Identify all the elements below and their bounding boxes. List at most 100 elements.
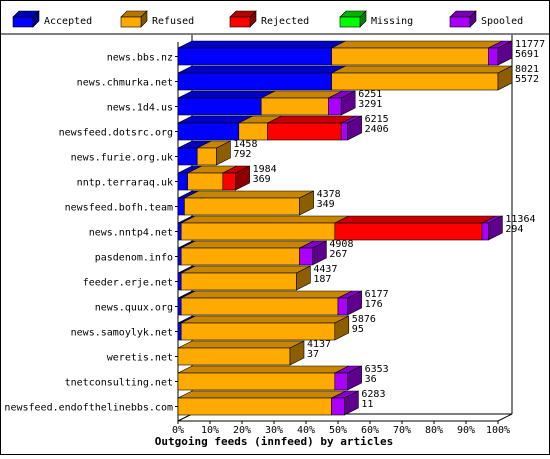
x-tick-label: 50% <box>329 425 347 436</box>
bar-side <box>347 115 362 141</box>
bar-segment-refused <box>177 397 332 416</box>
bar-segment-refused <box>196 147 217 166</box>
bar-top <box>177 65 346 74</box>
category-labels: news.bbs.nz news.chmurka.net news.1d4.us ne… <box>4 53 178 414</box>
value-label-total: 4908 <box>329 239 353 250</box>
value-label-total: 11364 <box>505 214 535 225</box>
bar-side <box>347 290 362 316</box>
bar-segment-spooled <box>488 47 499 66</box>
category-label: newsfeed.dotsrc.org <box>59 128 173 139</box>
value-label-total: 11777 <box>515 39 545 50</box>
x-tick-label: 90% <box>457 425 475 436</box>
bar-side <box>344 390 359 416</box>
x-tick-label: 40% <box>297 425 315 436</box>
bar-segment-accepted <box>177 172 188 191</box>
bar-segment-refused <box>180 222 336 241</box>
value-label-total: 6215 <box>365 114 389 125</box>
legend-label-refused: Refused <box>152 16 194 27</box>
category-label: newsfeed.bofh.team <box>65 203 173 214</box>
value-label-accepted: 11 <box>361 399 373 410</box>
legend-label-spooled: Spooled <box>481 16 523 27</box>
value-label-total: 1984 <box>253 164 277 175</box>
bars <box>177 40 513 416</box>
bar-segment-spooled <box>328 97 342 116</box>
bar-segment-spooled <box>299 247 313 266</box>
value-label-total: 6251 <box>358 89 382 100</box>
bar-side <box>497 65 513 91</box>
value-label-total: 8021 <box>515 64 539 75</box>
legend-label-accepted: Accepted <box>44 16 92 27</box>
bar-segment-accepted <box>177 72 332 91</box>
bar-top <box>181 265 311 274</box>
legend-label-rejected: Rejected <box>261 16 309 27</box>
bar-segment-refused <box>187 172 224 191</box>
bar-top <box>181 290 353 299</box>
bar-side <box>497 40 513 66</box>
bar-side <box>347 365 362 391</box>
bar-segment-refused <box>180 272 297 291</box>
bar-side <box>289 340 305 366</box>
floor-right-edge <box>497 413 513 422</box>
category-label: nntp.terraraq.uk <box>77 178 173 189</box>
bar-segment-accepted <box>177 147 198 166</box>
x-tick-label: 60% <box>361 425 379 436</box>
value-label-total: 6283 <box>361 389 385 400</box>
value-label-accepted: 349 <box>317 199 335 210</box>
bar-top <box>181 215 349 224</box>
category-label: news.bbs.nz <box>107 53 173 64</box>
value-label-accepted: 2406 <box>365 124 389 135</box>
bar-top <box>267 115 356 124</box>
bar-segment-refused <box>177 347 291 366</box>
bar-segment-accepted <box>177 322 182 341</box>
bar-segment-accepted <box>177 197 185 216</box>
bar-top <box>331 40 503 49</box>
value-label-accepted: 792 <box>233 149 251 160</box>
x-axis-title: Outgoing feeds (innfeed) by articles <box>155 435 393 448</box>
x-tick-labels: 0% 10% 20% 30% 40% 50% 60% 70% 80% 90% 100% <box>172 421 510 436</box>
bar-segment-spooled <box>337 297 348 316</box>
value-label-accepted: 5572 <box>515 74 539 85</box>
category-label: news.furie.org.uk <box>71 153 173 164</box>
bar-segment-refused <box>180 247 300 266</box>
bar-segment-rejected <box>267 122 342 141</box>
bar-top <box>181 315 349 324</box>
x-tick-label: 0% <box>172 425 184 436</box>
value-label-total: 5876 <box>352 314 376 325</box>
bar-segment-refused <box>177 372 336 391</box>
bar-segment-rejected <box>334 222 483 241</box>
bar-side <box>235 165 250 191</box>
value-label-total: 4437 <box>313 264 337 275</box>
category-label: news.samoylyk.net <box>71 328 173 339</box>
x-tick-label: 70% <box>393 425 411 436</box>
x-tick-label: 20% <box>233 425 251 436</box>
legend-swatch-spooled <box>449 16 471 28</box>
legend: Accepted Refused Rejected Missing Spooled <box>1 10 549 35</box>
category-label: feeder.erje.net <box>83 278 173 289</box>
bar-segment-refused <box>260 97 329 116</box>
bar-segment-accepted <box>177 272 182 291</box>
bar-top <box>177 40 346 49</box>
bar-side <box>296 265 311 291</box>
bar-segment-refused <box>331 47 489 66</box>
x-tick-label: 10% <box>201 425 219 436</box>
category-label: weretis.net <box>107 353 173 364</box>
bar-top <box>334 215 497 224</box>
category-label: news.quux.org <box>95 303 173 314</box>
value-label-accepted: 267 <box>329 249 347 260</box>
bar-side <box>340 90 356 116</box>
value-label-total: 6353 <box>365 364 389 375</box>
legend-swatch-accepted <box>12 16 34 28</box>
bar-top <box>177 365 349 374</box>
legend-label-missing: Missing <box>371 16 413 27</box>
bar-segment-accepted <box>177 297 182 316</box>
legend-swatch-rejected <box>229 16 251 28</box>
category-label: news.nntp4.net <box>89 228 173 239</box>
legend-swatch-refused <box>120 16 142 28</box>
value-label-accepted: 187 <box>313 274 331 285</box>
bar-side <box>216 140 231 166</box>
x-tick-label: 30% <box>265 425 283 436</box>
bar-side <box>299 190 314 216</box>
bar-segment-accepted <box>177 222 182 241</box>
